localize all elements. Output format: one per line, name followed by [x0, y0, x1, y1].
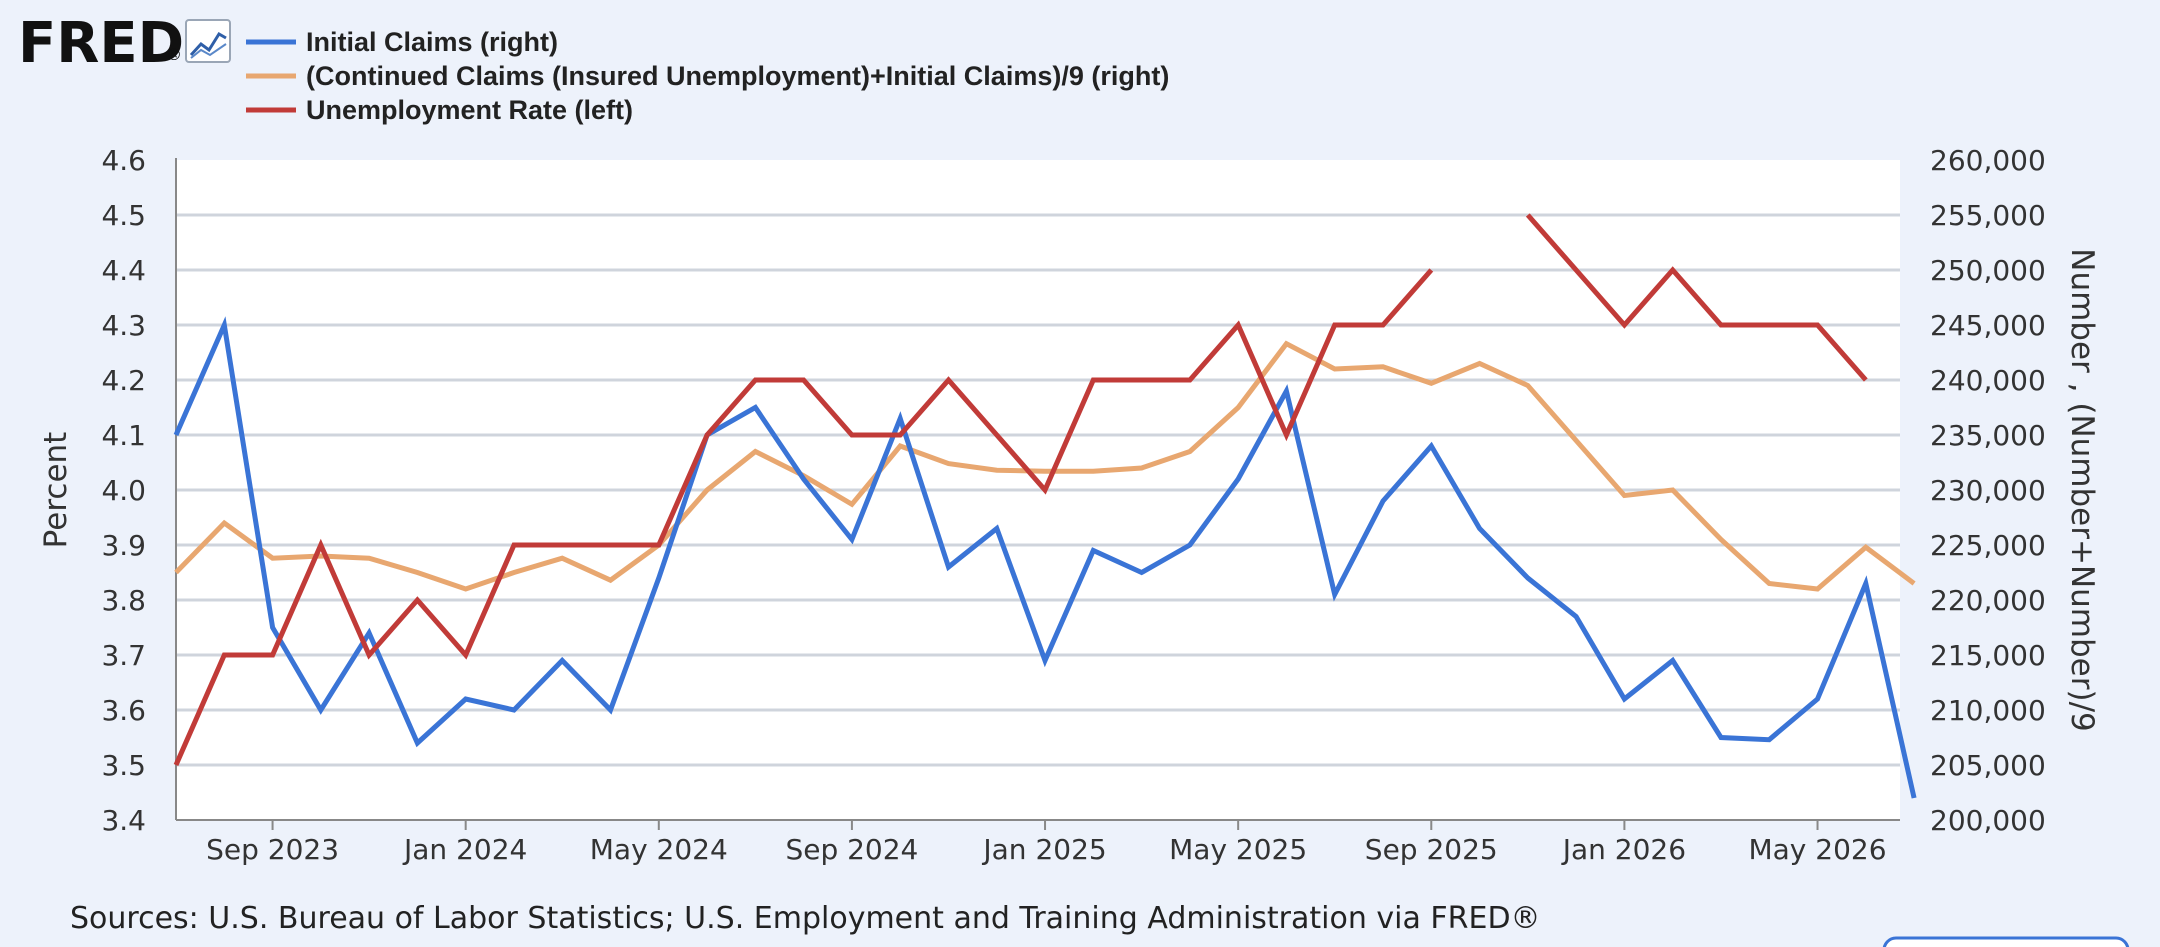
right-tick-label: 215,000: [1930, 639, 2046, 672]
right-tick-label: 235,000: [1930, 419, 2046, 452]
left-tick-label: 3.7: [101, 639, 146, 672]
legend: Initial Claims (right) (Continued Claims…: [246, 27, 1169, 125]
x-tick-label: May 2025: [1169, 833, 1307, 866]
footer-button-edge[interactable]: [1882, 936, 2130, 947]
series-line-initial-claims: [173, 316, 1917, 799]
right-axis-title: Number , (Number+Number)/9: [2064, 248, 2100, 731]
x-tick-label: Sep 2025: [1365, 833, 1498, 866]
left-tick-label: 3.5: [101, 749, 146, 782]
left-tick-label: 4.5: [101, 199, 146, 232]
legend-label-initial-claims: Initial Claims (right): [306, 27, 558, 57]
right-axis-ticks: 260,000 255,000 250,000 245,000 240,000 235,0…: [1930, 144, 2046, 837]
left-tick-label: 3.9: [101, 529, 146, 562]
right-tick-label: 250,000: [1930, 254, 2046, 287]
x-tick-label: May 2024: [590, 833, 728, 866]
left-tick-label: 3.6: [101, 694, 146, 727]
left-axis-ticks: 4.6 4.5 4.4 4.3 4.2 4.1 4.0 3.9 3.8 3.7 3.6 3.5 3.4: [101, 144, 146, 837]
left-tick-label: 4.4: [101, 254, 146, 287]
grid-lines: [176, 213, 1900, 767]
x-axis-ticks: Sep 2023 Jan 2024 May 2024 Sep 2024 Jan 2025…: [206, 833, 1886, 866]
right-tick-label: 205,000: [1930, 749, 2046, 782]
x-tick-label: Jan 2026: [1561, 833, 1686, 866]
left-tick-label: 4.2: [101, 364, 146, 397]
right-tick-label: 220,000: [1930, 584, 2046, 617]
fred-logo-text: FRED: [18, 11, 184, 76]
right-tick-label: 200,000: [1930, 804, 2046, 837]
left-tick-label: 4.1: [101, 419, 146, 452]
right-tick-label: 260,000: [1930, 144, 2046, 177]
legend-label-continued-claims: (Continued Claims (Insured Unemployment)…: [306, 61, 1169, 91]
x-tick-label: Jan 2025: [981, 833, 1106, 866]
left-tick-label: 4.6: [101, 144, 146, 177]
chart-icon-frame: [185, 19, 231, 63]
series-lines: [173, 213, 1917, 799]
fred-logo[interactable]: FRED ®: [18, 11, 184, 76]
x-tick-label: May 2026: [1748, 833, 1886, 866]
series-line-unemployment-rate-seg1: [173, 268, 1434, 767]
right-tick-label: 230,000: [1930, 474, 2046, 507]
registered-mark: ®: [166, 45, 182, 64]
left-axis-title: Percent: [38, 432, 74, 549]
chart-icon[interactable]: [185, 19, 231, 63]
right-tick-label: 245,000: [1930, 309, 2046, 342]
left-tick-label: 3.4: [101, 804, 146, 837]
right-tick-label: 240,000: [1930, 364, 2046, 397]
x-tick-marks: [271, 820, 1819, 830]
right-tick-label: 225,000: [1930, 529, 2046, 562]
legend-label-unemployment-rate: Unemployment Rate (left): [306, 95, 633, 125]
right-tick-label: 210,000: [1930, 694, 2046, 727]
x-tick-label: Sep 2024: [785, 833, 918, 866]
left-tick-label: 3.8: [101, 584, 146, 617]
left-tick-label: 4.0: [101, 474, 146, 507]
series-line-unemployment-rate-seg2: [1525, 213, 1868, 382]
right-tick-label: 255,000: [1930, 199, 2046, 232]
chart-icon-line-2: [190, 43, 227, 59]
series-line-continued-claims: [174, 340, 1916, 592]
sources-note: Sources: U.S. Bureau of Labor Statistics…: [70, 901, 1541, 936]
x-tick-label: Sep 2023: [206, 833, 339, 866]
chart-icon-line-1: [189, 31, 227, 57]
left-tick-label: 4.3: [101, 309, 146, 342]
x-tick-label: Jan 2024: [402, 833, 527, 866]
